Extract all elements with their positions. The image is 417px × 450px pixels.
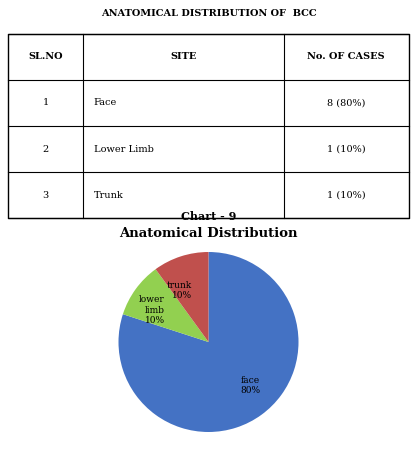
Title: Anatomical Distribution: Anatomical Distribution bbox=[119, 227, 298, 240]
Text: 2: 2 bbox=[43, 144, 49, 153]
Wedge shape bbox=[118, 252, 299, 432]
Text: SITE: SITE bbox=[170, 52, 197, 61]
Text: 1 (10%): 1 (10%) bbox=[327, 144, 365, 153]
Text: Chart - 9: Chart - 9 bbox=[181, 211, 236, 221]
Text: Face: Face bbox=[94, 99, 117, 108]
Wedge shape bbox=[156, 252, 208, 342]
Text: 8 (80%): 8 (80%) bbox=[327, 99, 365, 108]
Text: Trunk: Trunk bbox=[94, 191, 123, 200]
Text: 3: 3 bbox=[43, 191, 49, 200]
Wedge shape bbox=[123, 269, 208, 342]
Text: No. OF CASES: No. OF CASES bbox=[307, 52, 385, 61]
Text: trunk
10%: trunk 10% bbox=[166, 281, 192, 300]
Text: Lower Limb: Lower Limb bbox=[94, 144, 154, 153]
Text: ANATOMICAL DISTRIBUTION OF  BCC: ANATOMICAL DISTRIBUTION OF BCC bbox=[100, 9, 317, 18]
Text: 1 (10%): 1 (10%) bbox=[327, 191, 365, 200]
Text: face
80%: face 80% bbox=[240, 376, 260, 396]
Text: lower
limb
10%: lower limb 10% bbox=[139, 295, 165, 325]
Text: SL.NO: SL.NO bbox=[29, 52, 63, 61]
Text: 1: 1 bbox=[43, 99, 49, 108]
Bar bbox=[8, 34, 409, 218]
